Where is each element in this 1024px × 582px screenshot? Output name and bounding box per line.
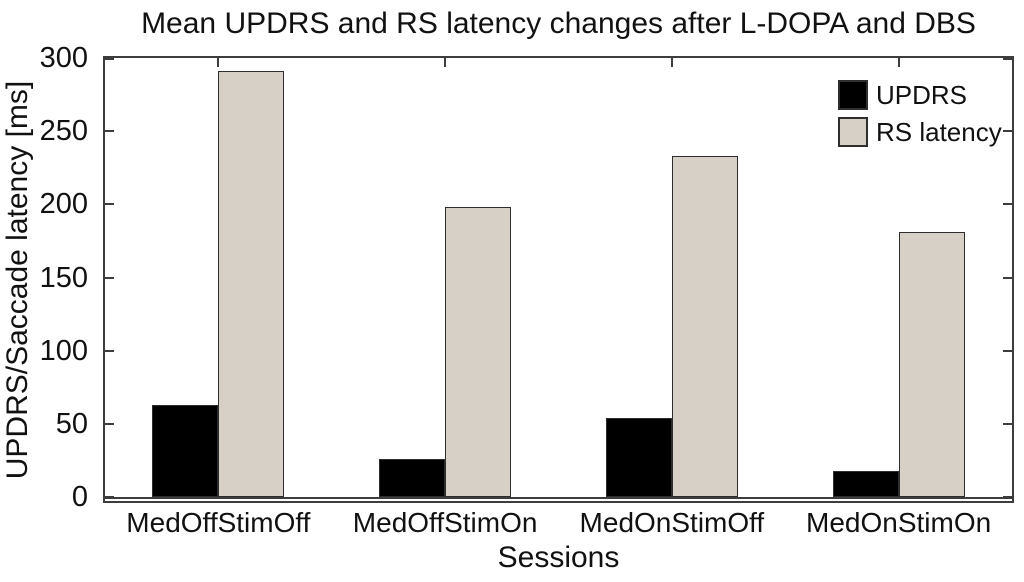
x-tick-top-medonstimon [897, 58, 900, 67]
x-tick-label-medonstimon: MedOnStimOn [806, 507, 992, 538]
bar-updrs-medoffstimon [379, 458, 446, 497]
bar-rs-latency-medoffstimoff [218, 71, 285, 497]
y-tick-left-250 [105, 130, 114, 133]
y-tick-labels: 0 50 100 150 200 250 300 [0, 42, 97, 513]
y-tick-right-200 [1003, 203, 1012, 206]
x-tick-labels: MedOffStimOff MedOffStimOn MedOnStimOff Med… [105, 506, 1012, 540]
legend-label-rs-latency: RS latency [876, 117, 1002, 147]
y-tick-right-150 [1003, 276, 1012, 279]
zero-baseline [105, 497, 1012, 499]
bar-rs-latency-medonstimon [898, 232, 965, 497]
x-tick-top-medoffstimoff [217, 58, 220, 67]
bar-rs-latency-medonstimoff [671, 156, 738, 497]
bar-rs-latency-medoffstimon [445, 207, 512, 497]
legend-swatch-updrs [838, 80, 868, 110]
plot-area: UPDRS RS latency [103, 56, 1014, 503]
y-tick-label-100: 100 [39, 334, 88, 367]
legend-swatch-rs-latency [838, 117, 868, 147]
x-tick-label-medoffstimoff: MedOffStimOff [126, 507, 311, 538]
y-tick-right-50 [1003, 422, 1012, 425]
y-tick-left-100 [105, 349, 114, 352]
y-tick-label-250: 250 [39, 115, 88, 148]
y-tick-label-50: 50 [55, 407, 88, 440]
bar-updrs-medonstimoff [605, 417, 672, 497]
y-tick-right-100 [1003, 349, 1012, 352]
y-tick-left-150 [105, 276, 114, 279]
y-tick-right-300 [1003, 58, 1012, 60]
x-tick-label-medonstimoff: MedOnStimOff [579, 507, 765, 538]
y-tick-left-300 [105, 58, 114, 60]
x-tick-label-medoffstimon: MedOffStimOn [352, 507, 538, 538]
chart-title: Mean UPDRS and RS latency changes after … [141, 7, 976, 40]
legend-label-updrs: UPDRS [876, 80, 968, 110]
bar-updrs-medonstimon [832, 470, 899, 497]
y-tick-left-0 [105, 496, 114, 498]
y-tick-label-200: 200 [39, 188, 88, 221]
x-tick-top-medoffstimon [444, 58, 447, 67]
y-tick-label-150: 150 [39, 261, 88, 294]
x-tick-top-medonstimoff [670, 58, 673, 67]
y-tick-left-200 [105, 203, 114, 206]
y-tick-left-50 [105, 422, 114, 425]
y-tick-right-250 [1003, 130, 1012, 133]
y-tick-right-0 [1003, 496, 1012, 498]
bar-updrs-medoffstimoff [152, 404, 219, 497]
y-tick-label-300: 300 [39, 42, 88, 74]
y-tick-label-0: 0 [71, 481, 88, 513]
x-axis-label: Sessions [497, 541, 620, 574]
